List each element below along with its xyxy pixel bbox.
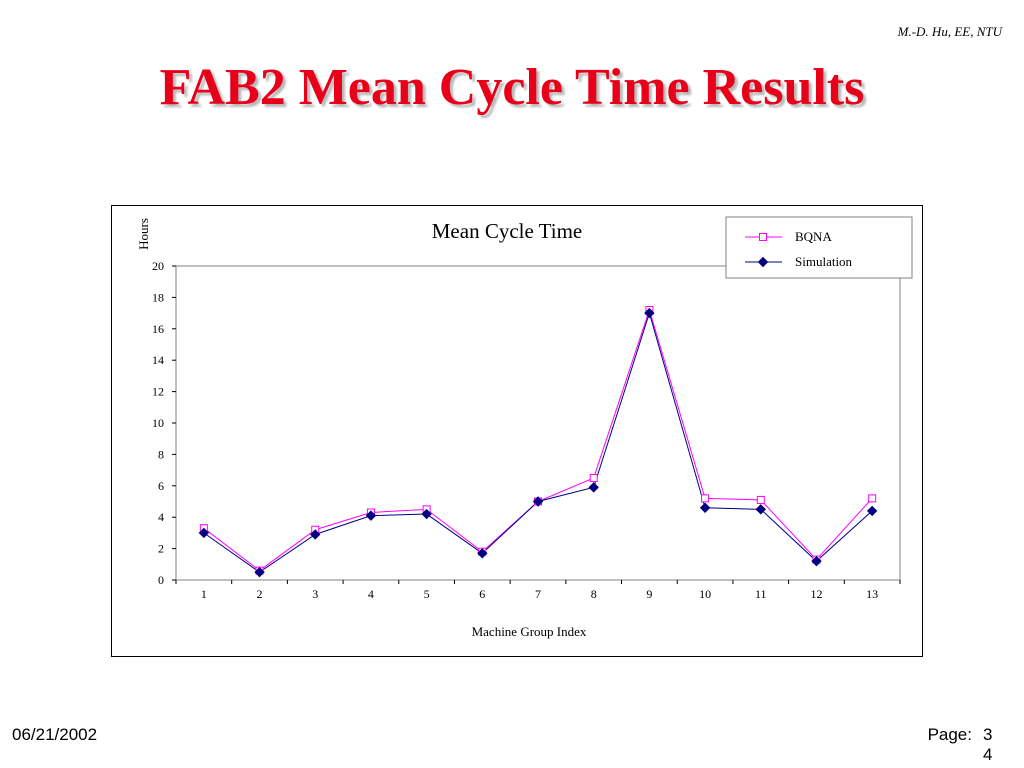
x-axis-label: Machine Group Index <box>472 624 587 639</box>
x-tick-label: 8 <box>591 587 597 601</box>
y-tick-label: 4 <box>158 510 164 524</box>
data-point-bqna <box>756 495 765 504</box>
x-tick-label: 9 <box>646 587 652 601</box>
data-point-bqna <box>701 494 710 503</box>
legend-label-simulation: Simulation <box>795 254 853 269</box>
y-tick-label: 18 <box>152 290 164 304</box>
data-point-simulation <box>532 496 544 507</box>
y-tick-label: 12 <box>152 385 164 399</box>
data-point-simulation <box>198 527 210 539</box>
x-tick-label: 7 <box>535 587 541 601</box>
y-tick-label: 14 <box>152 353 164 367</box>
chart-title: Mean Cycle Time <box>432 219 583 243</box>
legend-label-bqna: BQNA <box>795 229 832 244</box>
legend-marker-simulation <box>757 256 769 268</box>
legend-marker-bqna <box>759 233 767 241</box>
footer-page-number: 34 <box>983 725 993 764</box>
y-tick-label: 6 <box>158 479 164 493</box>
chart-frame: Mean Cycle Time Hours Machine Group Inde… <box>111 205 923 657</box>
data-point-simulation <box>588 482 599 493</box>
x-tick-label: 1 <box>201 587 207 601</box>
y-tick-label: 16 <box>152 322 164 336</box>
x-tick-label: 2 <box>257 587 263 601</box>
footer-date: 06/21/2002 <box>12 725 98 744</box>
data-point-bqna <box>589 473 598 482</box>
x-tick-label: 13 <box>866 587 878 601</box>
y-tick-label: 8 <box>158 447 164 461</box>
y-tick-label: 2 <box>158 542 164 556</box>
data-point-simulation <box>866 505 878 517</box>
legend-box <box>725 216 913 279</box>
x-tick-label: 10 <box>699 587 711 601</box>
x-tick-label: 6 <box>479 587 485 601</box>
data-point-simulation <box>755 504 766 515</box>
data-point-simulation <box>310 529 321 540</box>
x-tick-label: 12 <box>810 587 822 601</box>
y-tick-label: 20 <box>152 259 164 273</box>
x-tick-label: 5 <box>424 587 430 601</box>
slide-title: FAB2 Mean Cycle Time Results <box>159 59 865 116</box>
mean-cycle-time-chart: Mean Cycle Time Hours Machine Group Inde… <box>136 216 913 639</box>
x-tick-label: 4 <box>368 587 374 601</box>
x-tick-label: 3 <box>312 587 318 601</box>
y-axis-label: Hours <box>136 218 151 250</box>
data-point-simulation <box>365 510 377 521</box>
footer-page-label: Page: <box>927 725 972 744</box>
data-point-simulation <box>421 508 432 520</box>
y-tick-label: 0 <box>158 573 164 587</box>
series-line-simulation <box>203 311 873 573</box>
data-point-bqna <box>868 494 877 503</box>
legend: BQNA Simulation <box>725 216 913 279</box>
data-point-simulation <box>644 307 655 319</box>
author-credit: M.-D. Hu, EE, NTU <box>897 24 1002 39</box>
data-point-simulation <box>699 502 711 513</box>
data-point-simulation <box>254 566 265 578</box>
y-tick-label: 10 <box>152 416 164 430</box>
data-point-simulation <box>811 555 822 567</box>
series-line-bqna <box>203 308 873 572</box>
data-point-simulation <box>477 548 488 559</box>
x-tick-label: 11 <box>755 587 767 601</box>
